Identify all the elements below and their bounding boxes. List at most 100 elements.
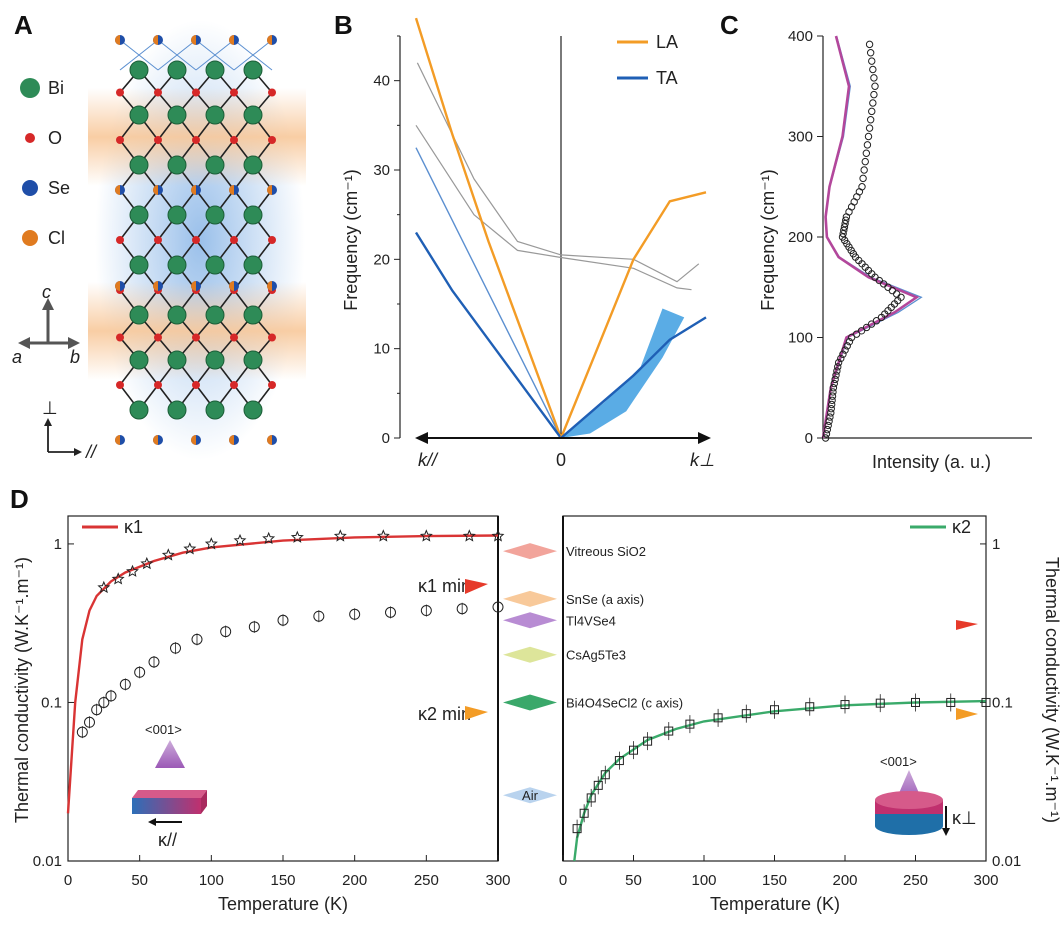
legend-atom-label: O [48,128,62,148]
b-legend-ta: TA [656,68,678,88]
c-exp-point [865,124,874,132]
c-exp-point [859,174,867,183]
d-k1-star [233,533,247,547]
atom-o [230,136,238,144]
c-exp-point [870,74,878,82]
b-zero-label: 0 [556,450,566,470]
atom-o [192,136,200,144]
atom-bi [167,155,187,175]
atom-o [230,88,238,97]
c-exp-point [830,379,838,388]
d-material-marker [503,646,557,663]
atom-cl [229,35,234,45]
d-right-xtick-label: 100 [691,872,716,889]
atom-bi [167,105,187,125]
c-exp-point [847,333,856,342]
b-kperp-label: k⊥ [690,450,715,470]
c-exp-point [869,65,877,74]
d-legend-k2: κ2 [952,517,971,537]
d-material-label: SnSe (a axis) [566,592,644,607]
d-k1-star [126,564,139,577]
legend-atom-se [22,180,38,196]
d-right-xlabel: Temperature (K) [710,894,840,914]
d-right-ytick-label: 0.01 [992,853,1021,870]
d-left-xlabel: Temperature (K) [218,894,348,914]
atom-cl [153,435,158,445]
b-ta-shaded [561,308,685,438]
d-right-xtick-label: 0 [559,872,567,889]
legend-atom-label: Cl [48,228,65,248]
atom-bi [243,305,263,325]
atom-o [154,136,162,144]
d-k1-star [140,556,154,570]
c-exp-point [863,141,872,149]
c-exp-point [834,358,843,367]
c-exp-point [839,229,847,238]
crystal-structure [88,20,306,460]
c-exp-point [892,290,901,298]
c-exp-point [828,396,836,405]
atom-cl [229,185,234,195]
legend-atom-bi [20,78,40,98]
atom-cl [153,185,158,195]
b-optic-branch [416,62,700,283]
atom-o [192,381,200,389]
c-exp-point [826,413,834,421]
b-ytick-label: 10 [373,341,390,358]
d-k1min-label: κ1 min [418,576,471,596]
inset-kpar: κ// [158,830,177,850]
atom-cl [267,435,272,445]
c-exp-point [838,233,847,241]
b-series-la [414,17,563,439]
k2min-marker-right [956,708,978,720]
b-series-la [559,191,707,439]
d-left-xtick-label: 0 [64,872,72,889]
b-ytick-label: 30 [373,162,390,179]
d-k1-star [111,572,125,585]
c-exp-point [827,404,835,413]
c-ytick-label: 100 [788,330,813,347]
atom-bi [167,305,187,325]
d-material-label: Tl4VSe4 [566,613,616,628]
b-ta2-branch [415,147,562,439]
b-ytick-label: 20 [373,251,390,268]
d-k2-fit [573,699,987,862]
thermal-conductivity-chart: 0 50 100 150 200 250 300 0 50 100 150 200 250 300 0.01… [12,515,1062,914]
atom-o [268,381,276,389]
c-exp-point [839,350,847,358]
d-k1-star [204,537,218,550]
c-exp-point [866,49,875,57]
c-exp-point [825,417,833,425]
d-right-xtick-label: 300 [973,872,998,889]
c-ytick-label: 200 [788,229,813,246]
k2min-marker [465,706,488,720]
d-left-xtick-label: 200 [342,872,367,889]
axis-label-b: b [70,347,80,367]
c-exp-point [843,342,851,350]
atom-bi [205,60,225,80]
d-left-xtick-label: 300 [485,872,510,889]
c-exp-point [841,346,849,354]
c-exp-point [827,409,835,417]
d-material-marker [503,543,557,560]
d-right-xtick-label: 50 [625,872,642,889]
atom-o [230,236,238,244]
atom-cl [229,281,234,291]
atom-bi [243,60,263,80]
c-exp-point [821,434,830,442]
atom-o [116,236,124,244]
d-k1-star [333,529,347,542]
c-exp-point [867,320,876,328]
d-k1-star [183,542,197,555]
atom-cl [267,35,272,45]
atom-bi [243,155,263,175]
c-exp-point [862,323,871,332]
atom-cl [191,35,196,45]
d-k1-star [462,529,476,542]
c-xlabel: Intensity (a. u.) [872,452,991,472]
atom-o [192,236,200,244]
inset-right-direction: <001> [880,754,917,769]
atom-bi [243,105,263,125]
panel-label-d: D [10,484,29,514]
c-exp-point [827,400,836,409]
